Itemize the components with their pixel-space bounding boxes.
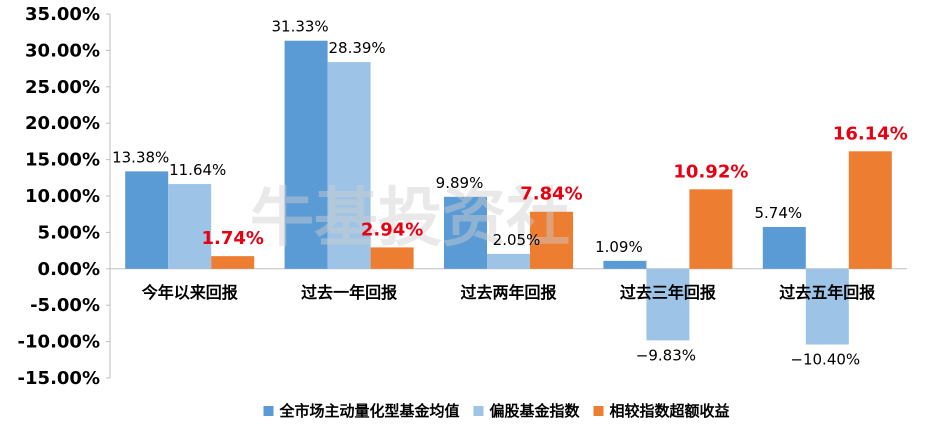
category-label: 过去五年回报	[779, 283, 875, 302]
data-label: 13.38%	[112, 148, 169, 166]
bars	[125, 40, 892, 345]
watermark: 牛基投资社	[250, 182, 570, 256]
y-tick-label: 5.00%	[38, 222, 100, 243]
category-label: 过去两年回报	[460, 283, 556, 302]
category-labels: 今年以来回报 过去一年回报 过去两年回报 过去三年回报 过去五年回报	[141, 283, 876, 302]
legend: 全市场主动量化型基金均值 偏股基金指数 相较指数超额收益	[263, 402, 730, 420]
bar	[284, 40, 328, 269]
bar	[530, 211, 573, 269]
y-tick-label: -5.00%	[30, 295, 100, 316]
legend-entry: 全市场主动量化型基金均值	[279, 402, 460, 420]
data-labels: 13.38%11.64% 1.74% 31.33%28.39% 2.94% 9.89% 2…	[112, 18, 908, 369]
data-label: 31.33%	[271, 18, 328, 36]
y-tick-label: 30.00%	[25, 40, 100, 61]
y-tick-label: 35.00%	[25, 4, 100, 25]
data-label: 1.74%	[201, 228, 263, 249]
legend-entry: 偏股基金指数	[490, 402, 581, 420]
data-label: 10.92%	[673, 161, 748, 182]
category-label: 过去三年回报	[620, 283, 716, 302]
y-tick-label: -10.00%	[18, 332, 100, 353]
legend-entry: 相较指数超额收益	[610, 402, 730, 420]
data-label: −10.40%	[790, 351, 860, 369]
bar	[762, 227, 806, 269]
data-label: 2.05%	[493, 231, 541, 249]
y-tick-label: 15.00%	[25, 150, 100, 171]
bar	[370, 247, 414, 269]
legend-swatch	[593, 406, 604, 416]
legend-swatch	[263, 406, 274, 416]
bar	[125, 171, 169, 269]
legend-swatch	[473, 406, 484, 416]
bar	[848, 151, 892, 269]
data-label: 7.84%	[520, 184, 582, 205]
y-tick-label: 20.00%	[25, 113, 100, 134]
data-label: −9.83%	[636, 346, 696, 364]
data-label: 2.94%	[361, 219, 423, 240]
category-label: 过去一年回报	[301, 283, 397, 302]
bar	[646, 268, 690, 341]
bar	[603, 260, 647, 269]
data-label: 28.39%	[328, 39, 385, 57]
bar	[689, 189, 733, 269]
bar	[327, 62, 371, 269]
bar	[487, 253, 530, 269]
y-tick-label: 0.00%	[38, 259, 100, 280]
bar	[211, 256, 255, 269]
data-label: 11.64%	[169, 161, 226, 179]
category-label: 今年以来回报	[141, 283, 238, 302]
data-label: 1.09%	[595, 238, 643, 256]
bar	[444, 196, 487, 269]
y-tick-label: 10.00%	[25, 186, 100, 207]
data-label: 5.74%	[754, 204, 802, 222]
y-tick-label: 25.00%	[25, 77, 100, 98]
bar	[168, 184, 212, 269]
bar	[805, 268, 849, 345]
y-tick-label: -15.00%	[18, 368, 100, 389]
data-label: 9.89%	[436, 174, 484, 192]
data-label: 16.14%	[833, 123, 908, 144]
